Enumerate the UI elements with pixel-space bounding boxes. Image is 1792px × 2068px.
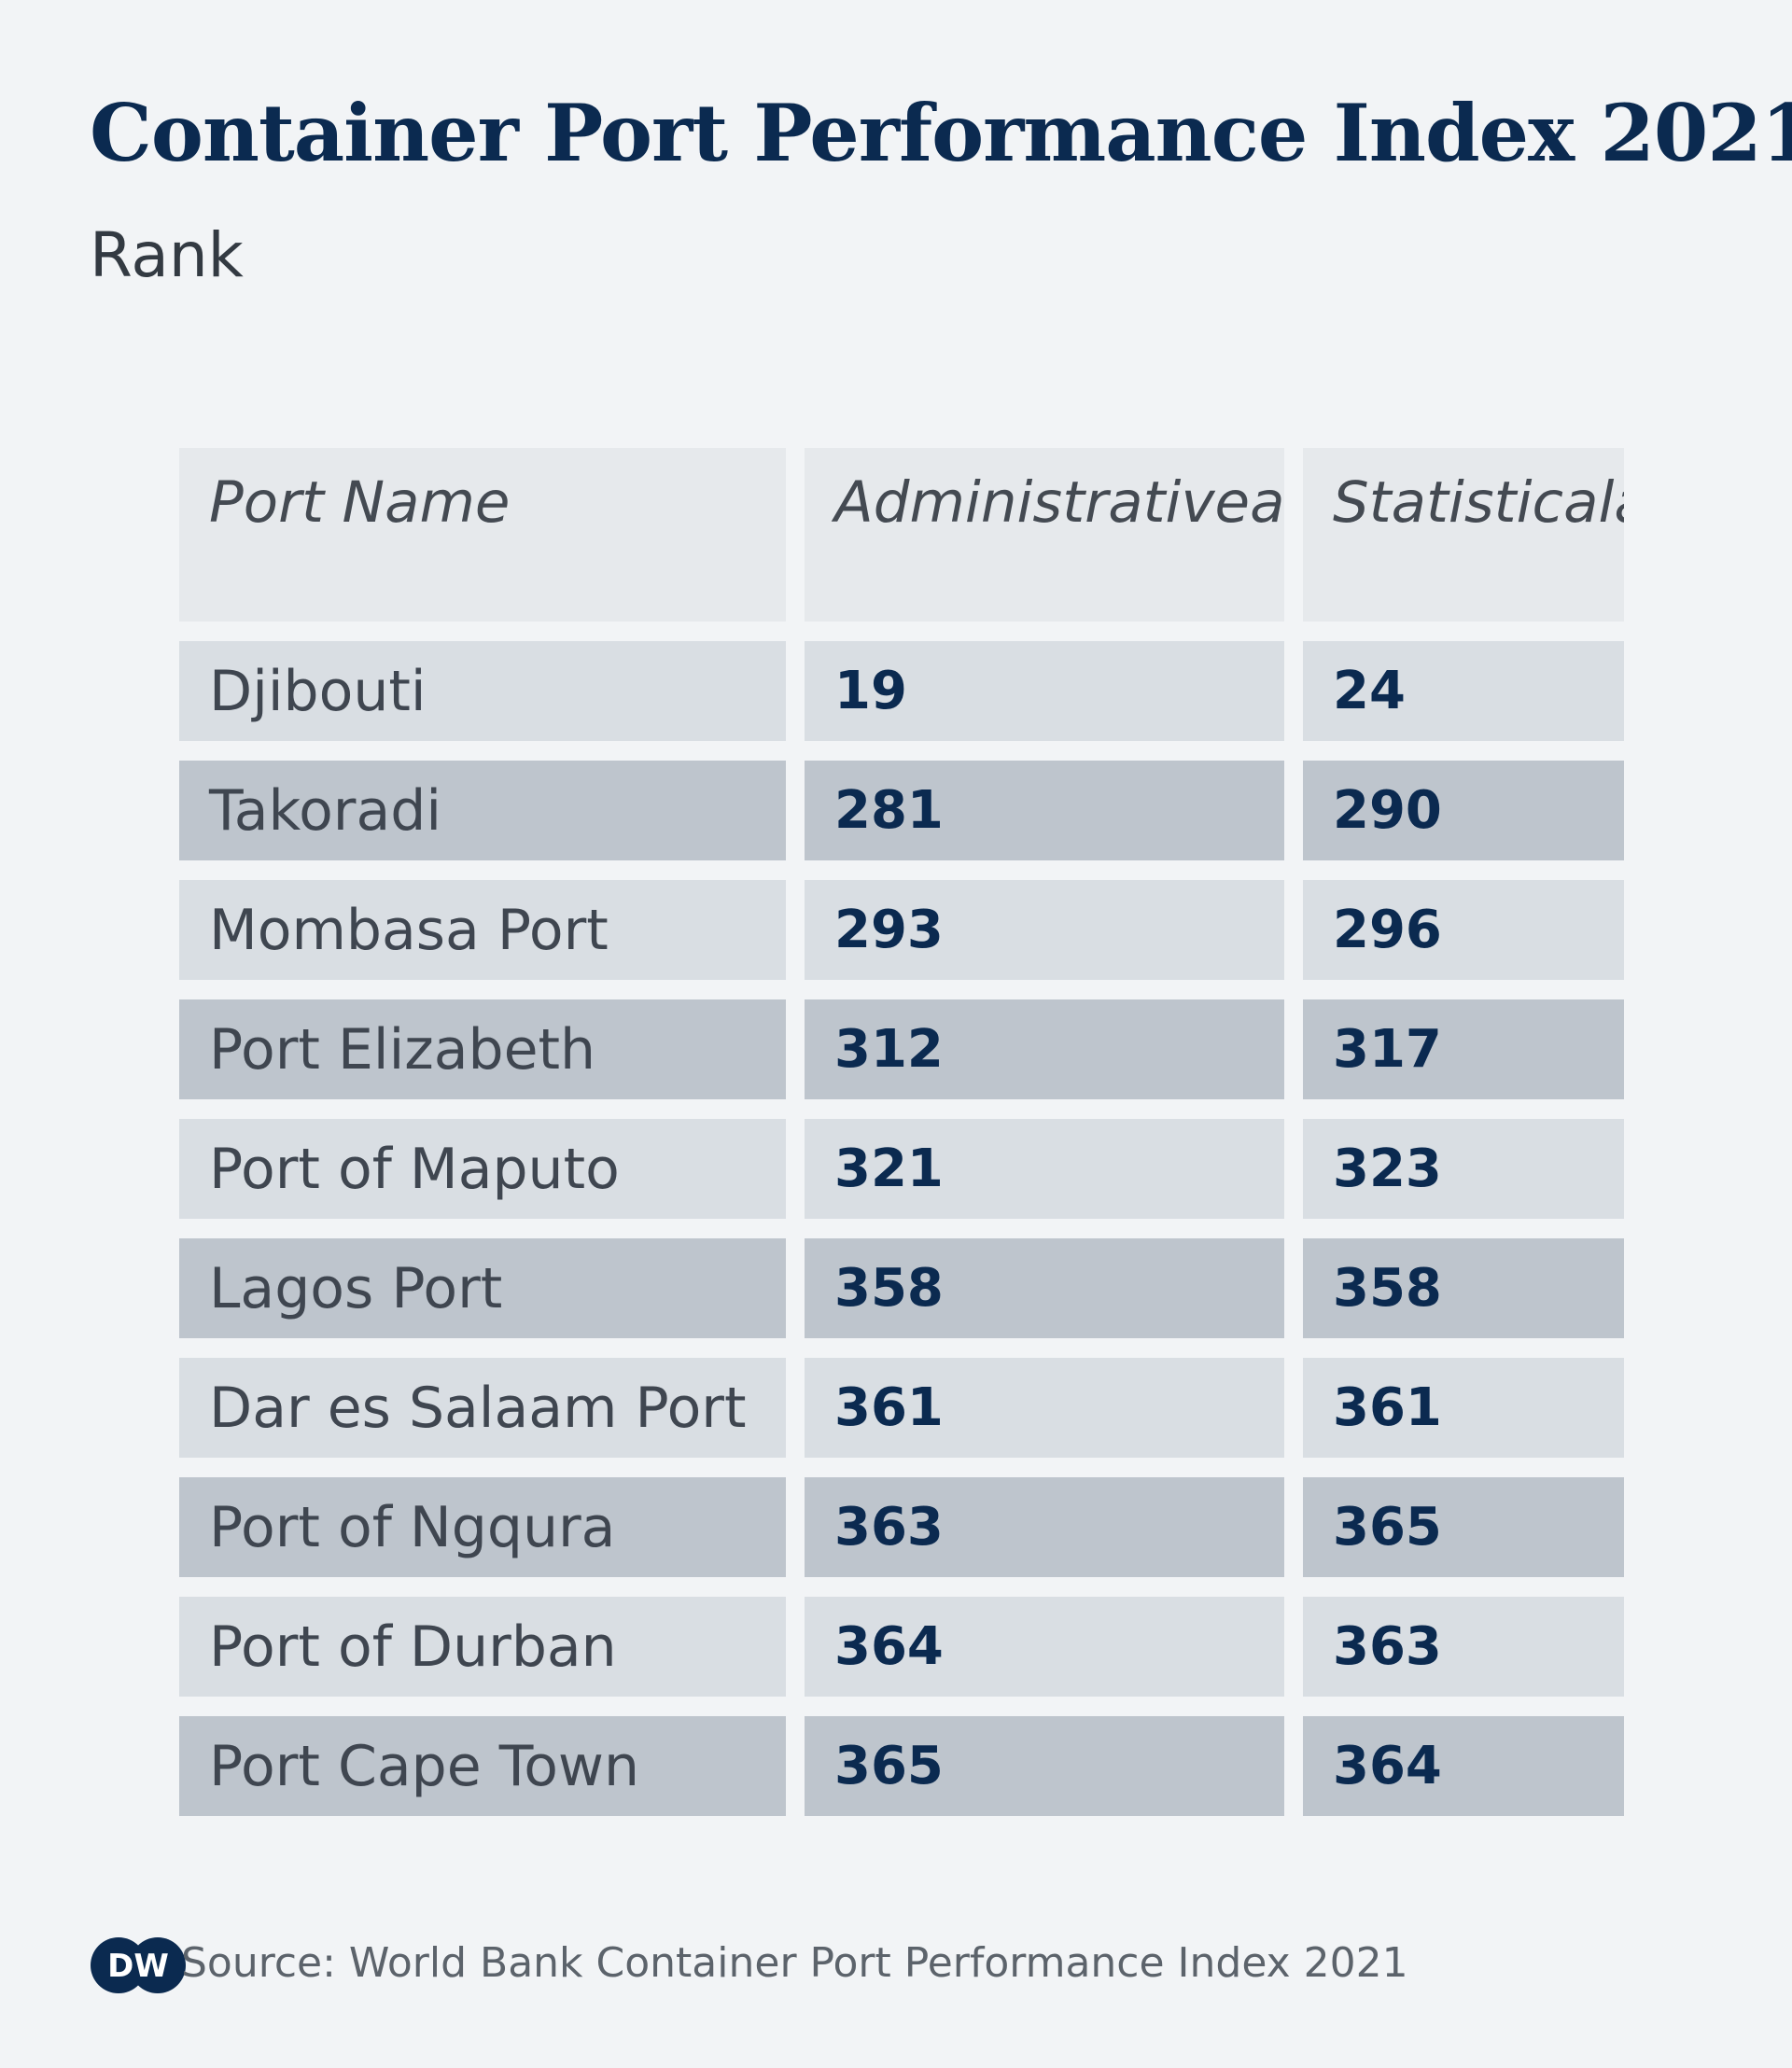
dw-logo-text: DW <box>107 1948 169 1985</box>
port-name-cell: Mombasa Port <box>179 880 786 980</box>
rank-table: Port Name Administrative approach Statis… <box>179 448 1624 1816</box>
port-name-cell: Port of Ngqura <box>179 1477 786 1577</box>
chart-title: Container Port Performance Index 2021 <box>90 87 1792 179</box>
chart-subtitle: Rank <box>90 219 244 291</box>
port-name-cell: Port Cape Town <box>179 1716 786 1816</box>
administrative-rank-cell: 365 <box>805 1716 1284 1816</box>
statistical-rank-cell: 364 <box>1303 1716 1624 1816</box>
administrative-rank-cell: 19 <box>805 641 1284 741</box>
statistical-rank-cell: 290 <box>1303 761 1624 860</box>
source-note: Source: World Bank Container Port Perfor… <box>181 1939 1408 1987</box>
statistical-rank-cell: 358 <box>1303 1238 1624 1338</box>
column-header-port-name: Port Name <box>179 448 786 622</box>
statistical-rank-cell: 363 <box>1303 1597 1624 1697</box>
dw-logo-icon: DW <box>91 1937 186 1993</box>
administrative-rank-cell: 358 <box>805 1238 1284 1338</box>
port-name-cell: Port of Maputo <box>179 1119 786 1219</box>
administrative-rank-cell: 361 <box>805 1358 1284 1458</box>
statistical-rank-cell: 296 <box>1303 880 1624 980</box>
column-header-administrative-line-2: approach <box>1250 469 1284 536</box>
port-name-cell: Port of Durban <box>179 1597 786 1697</box>
administrative-rank-cell: 312 <box>805 999 1284 1099</box>
port-name-cell: Dar es Salaam Port <box>179 1358 786 1458</box>
column-header-administrative-approach: Administrative approach <box>805 448 1284 622</box>
administrative-rank-cell: 321 <box>805 1119 1284 1219</box>
statistical-rank-cell: 24 <box>1303 641 1624 741</box>
administrative-rank-cell: 363 <box>805 1477 1284 1577</box>
column-header-port-name-line-1: Port Name <box>209 469 511 536</box>
statistical-rank-cell: 361 <box>1303 1358 1624 1458</box>
port-name-cell: Djibouti <box>179 641 786 741</box>
column-header-statistical-line-2: approach <box>1614 467 1624 539</box>
administrative-rank-cell: 281 <box>805 761 1284 860</box>
column-header-administrative-line-1: Administrative <box>834 469 1251 536</box>
port-name-cell: Takoradi <box>179 761 786 860</box>
port-name-cell: Port Elizabeth <box>179 999 786 1099</box>
statistical-rank-cell: 323 <box>1303 1119 1624 1219</box>
dw-logo: DW <box>90 1936 187 1994</box>
administrative-rank-cell: 293 <box>805 880 1284 980</box>
statistical-rank-cell: 317 <box>1303 999 1624 1099</box>
statistical-rank-cell: 365 <box>1303 1477 1624 1577</box>
column-header-statistical-approach: Statistical approach <box>1303 448 1624 622</box>
column-header-statistical-line-1: Statistical <box>1333 469 1615 536</box>
footer: DW <box>90 1935 187 1995</box>
administrative-rank-cell: 364 <box>805 1597 1284 1697</box>
port-name-cell: Lagos Port <box>179 1238 786 1338</box>
